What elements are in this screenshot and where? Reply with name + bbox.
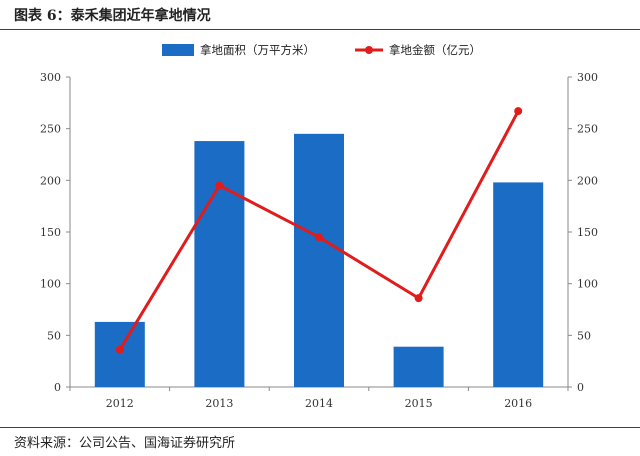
y-tick-label-left: 250 <box>40 123 61 136</box>
legend-line-label: 拿地金额（亿元） <box>389 43 481 57</box>
y-tick-label-left: 50 <box>47 329 61 342</box>
y-tick-label-right: 150 <box>577 226 598 239</box>
x-tick-label: 2015 <box>405 397 433 410</box>
y-tick-label-right: 200 <box>577 174 598 187</box>
y-tick-label-left: 150 <box>40 226 61 239</box>
line-series <box>115 107 523 354</box>
legend: 拿地面积（万平方米） 拿地金额（亿元） <box>162 43 481 57</box>
line-point <box>215 181 224 190</box>
x-tick-label: 2012 <box>106 397 134 410</box>
y-tick-label-right: 300 <box>577 71 598 84</box>
tick-labels: 0 0 50 50 100 100 150 150 200 200 250 250 300 300 2012… <box>40 71 598 410</box>
y-tick-label-left: 100 <box>40 278 61 291</box>
y-tick-label-right: 0 <box>577 381 584 394</box>
bar-series <box>94 133 544 387</box>
legend-bar-label: 拿地面积（万平方米） <box>200 43 315 57</box>
y-tick-label-right: 50 <box>577 329 591 342</box>
y-tick-label-right: 100 <box>577 278 598 291</box>
legend-line-marker <box>365 46 373 54</box>
source-note: 资料来源：公司公告、国海证券研究所 <box>14 436 236 451</box>
y-tick-label-left: 0 <box>54 381 61 394</box>
bar <box>393 346 444 387</box>
y-tick-label-right: 250 <box>577 123 598 136</box>
x-tick-label: 2014 <box>305 397 333 410</box>
line-point <box>315 233 323 242</box>
x-tick-label: 2016 <box>504 397 532 410</box>
line-point <box>115 345 124 354</box>
line-point <box>514 107 523 116</box>
bar <box>94 321 145 387</box>
x-tick-label: 2013 <box>205 397 233 410</box>
legend-bar-swatch <box>162 44 194 56</box>
bottom-rule <box>0 427 640 428</box>
line-point <box>414 294 423 303</box>
y-tick-label-left: 300 <box>40 71 61 84</box>
top-rule <box>0 29 640 30</box>
combo-chart: 拿地面积（万平方米） 拿地金额（亿元） 0 0 50 50 100 100 150 150 200… <box>40 43 598 410</box>
bar <box>194 141 245 387</box>
bar <box>493 182 544 387</box>
y-tick-label-left: 200 <box>40 174 61 187</box>
figure-title: 图表 6：泰禾集团近年拿地情况 <box>14 8 211 24</box>
bar <box>294 133 344 387</box>
